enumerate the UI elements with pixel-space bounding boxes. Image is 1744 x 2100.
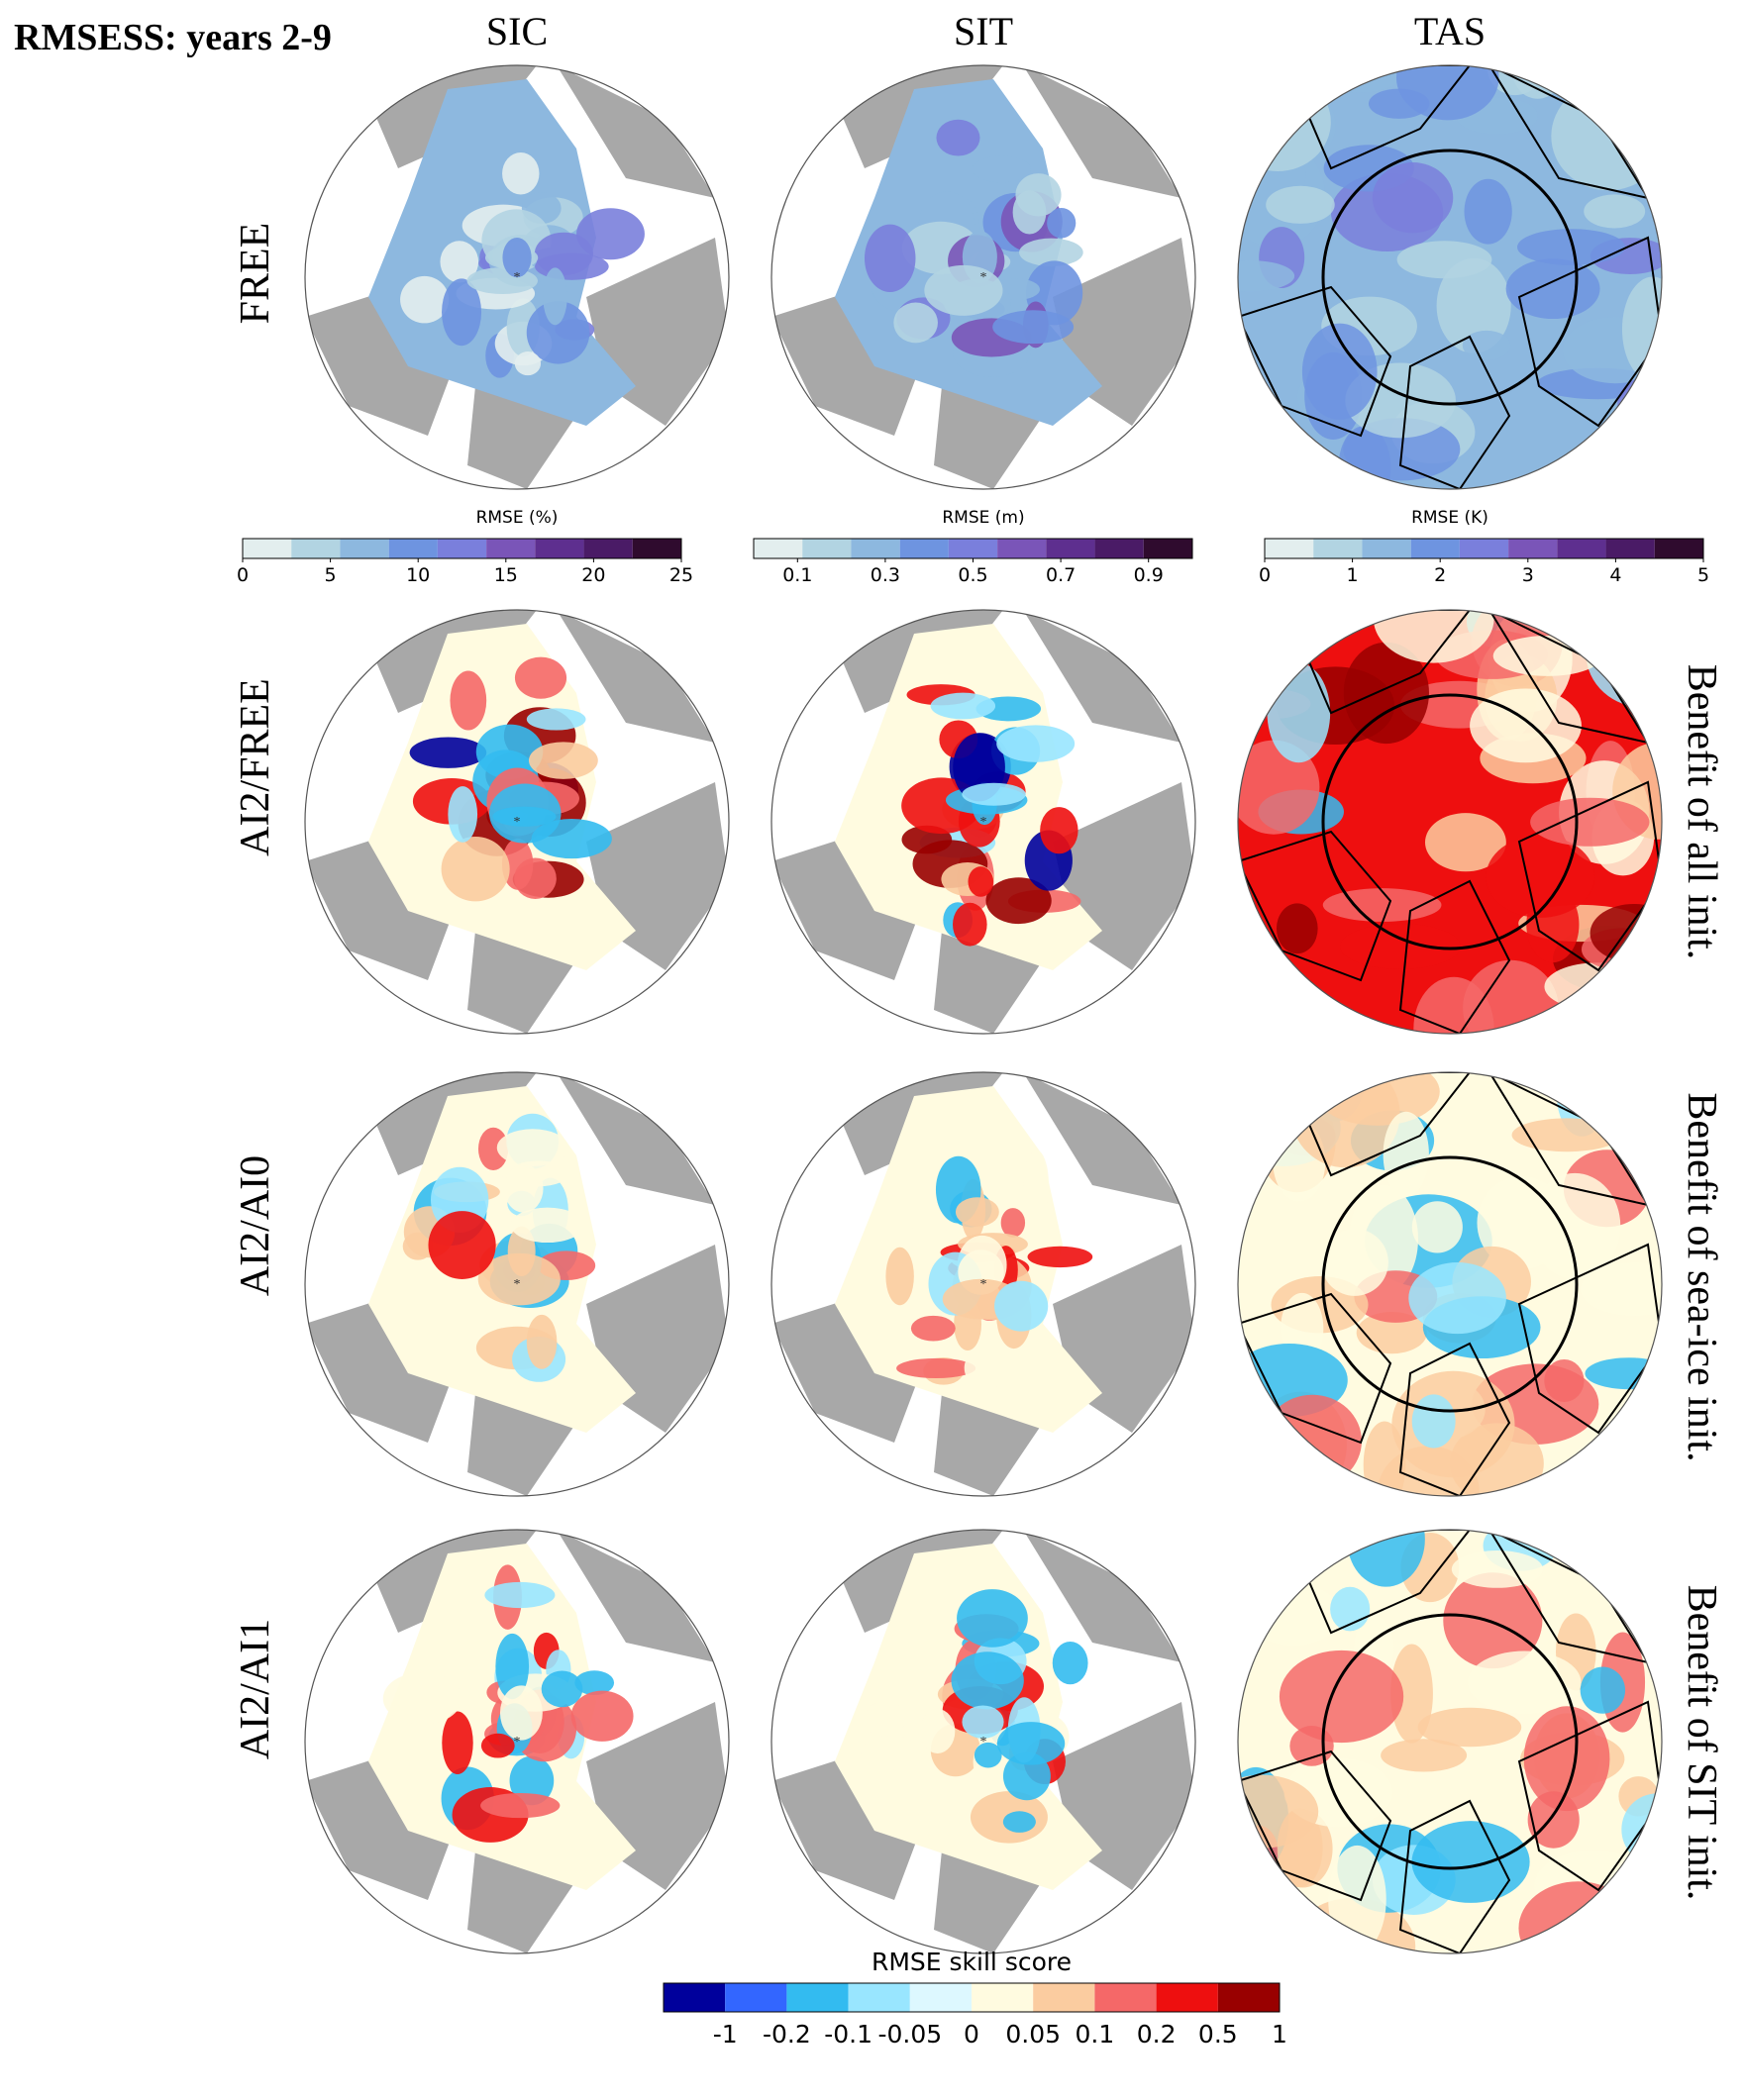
map-panel-3-0: * [304,1529,730,1954]
skill-swatch [909,1983,972,2012]
colorbar-swatch [486,539,536,558]
colorbar-tick-label: 2 [1434,564,1447,586]
svg-text:*: * [980,1277,987,1292]
skill-swatch [725,1983,787,2012]
colorbar-tick-label: 25 [668,564,694,586]
colorbar-label-sic: RMSE (%) [475,508,559,528]
column-title-sic: SIC [485,9,549,53]
skill-swatch [972,1983,1034,2012]
skill-tick-label: 0.1 [1075,2020,1115,2049]
colorbar-tick-label: 0.1 [782,564,813,586]
skill-tick-label: -0.2 [763,2020,811,2049]
colorbar-tick-label: 0.7 [1045,564,1077,586]
colorbar-tick-label: 5 [1696,564,1710,586]
map-panel-1-0: * [304,609,730,1035]
colorbar-tick-label: 1 [1346,564,1359,586]
colorbar-swatch [1459,539,1509,558]
skill-tick-label: 0 [964,2020,979,2049]
colorbar-swatch [851,539,900,558]
svg-text:*: * [980,1735,987,1750]
skill-swatch [786,1983,849,2012]
map-panel-0-2 [1237,64,1663,490]
colorbar-swatch [1557,539,1606,558]
map-panel-2-1: * [770,1071,1196,1497]
colorbar-swatch [997,539,1047,558]
colorbar-label-tas: RMSE (K) [1411,508,1488,528]
figure-title: RMSESS: years 2-9 [14,17,332,58]
colorbar-swatch [340,539,389,558]
rmse-colorbar-1 [753,538,1193,562]
colorbar-tick-label: 5 [324,564,337,586]
colorbar-swatch [802,539,852,558]
column-title-sit: SIT [954,9,1013,53]
skill-tick-label: 0.05 [1005,2020,1062,2049]
colorbar-swatch [1143,539,1192,558]
skill-tick-label: -0.05 [877,2020,943,2049]
colorbar-swatch [1508,539,1558,558]
colorbar-swatch [948,539,998,558]
colorbar-swatch [535,539,584,558]
skill-tick-label: -0.1 [824,2020,872,2049]
colorbar-swatch [437,539,487,558]
colorbar-swatch [1605,539,1655,558]
skill-swatch [1033,1983,1095,2012]
colorbar-swatch [899,539,949,558]
svg-text:*: * [514,1735,521,1750]
skill-tick-label: 0.2 [1136,2020,1177,2049]
colorbar-tick-label: 0 [1258,564,1272,586]
svg-text:*: * [980,270,987,285]
map-panel-0-1: * [770,64,1196,490]
colorbar-swatch [754,539,803,558]
colorbar-swatch [243,539,292,558]
skill-colorbar-label: RMSE skill score [871,1948,1072,1976]
map-panel-1-1: * [770,609,1196,1035]
skill-tick-label: -1 [712,2020,738,2049]
colorbar-tick-label: 0.5 [958,564,988,586]
colorbar-swatch [291,539,341,558]
colorbar-swatch [1094,539,1144,558]
colorbar-swatch [1265,539,1314,558]
map-panel-2-2 [1237,1071,1663,1497]
map-panel-3-1: * [770,1529,1196,1954]
colorbar-label-sit: RMSE (m) [942,508,1025,528]
colorbar-swatch [1362,539,1411,558]
map-panel-1-2 [1237,609,1663,1035]
svg-text:*: * [514,270,521,285]
colorbar-tick-label: 20 [581,564,606,586]
map-panel-2-0: * [304,1071,730,1497]
map-panel-3-2 [1237,1529,1663,1954]
svg-text:*: * [514,815,521,830]
colorbar-tick-label: 15 [493,564,518,586]
rmse-colorbar-2 [1264,538,1704,562]
colorbar-tick-label: 10 [406,564,431,586]
skill-colorbar [663,1982,1281,2013]
map-panel-0-0: * [304,64,730,490]
colorbar-tick-label: 0.9 [1133,564,1164,586]
colorbar-tick-label: 0.3 [870,564,900,586]
colorbar-swatch [583,539,633,558]
colorbar-swatch [1410,539,1460,558]
colorbar-swatch [632,539,681,558]
svg-text:*: * [514,1277,521,1292]
skill-swatch [1094,1983,1157,2012]
skill-swatch [848,1983,910,2012]
colorbar-swatch [1654,539,1703,558]
column-title-tas: TAS [1413,9,1487,53]
skill-tick-label: 0.5 [1197,2020,1238,2049]
colorbar-swatch [388,539,438,558]
skill-swatch [1217,1983,1280,2012]
colorbar-tick-label: 4 [1609,564,1622,586]
colorbar-tick-label: 3 [1521,564,1534,586]
rmse-colorbar-0 [242,538,682,562]
colorbar-swatch [1046,539,1095,558]
colorbar-swatch [1313,539,1363,558]
svg-text:*: * [980,815,987,830]
skill-swatch [664,1983,726,2012]
skill-tick-label: 1 [1272,2020,1287,2049]
colorbar-tick-label: 0 [236,564,250,586]
skill-swatch [1156,1983,1218,2012]
